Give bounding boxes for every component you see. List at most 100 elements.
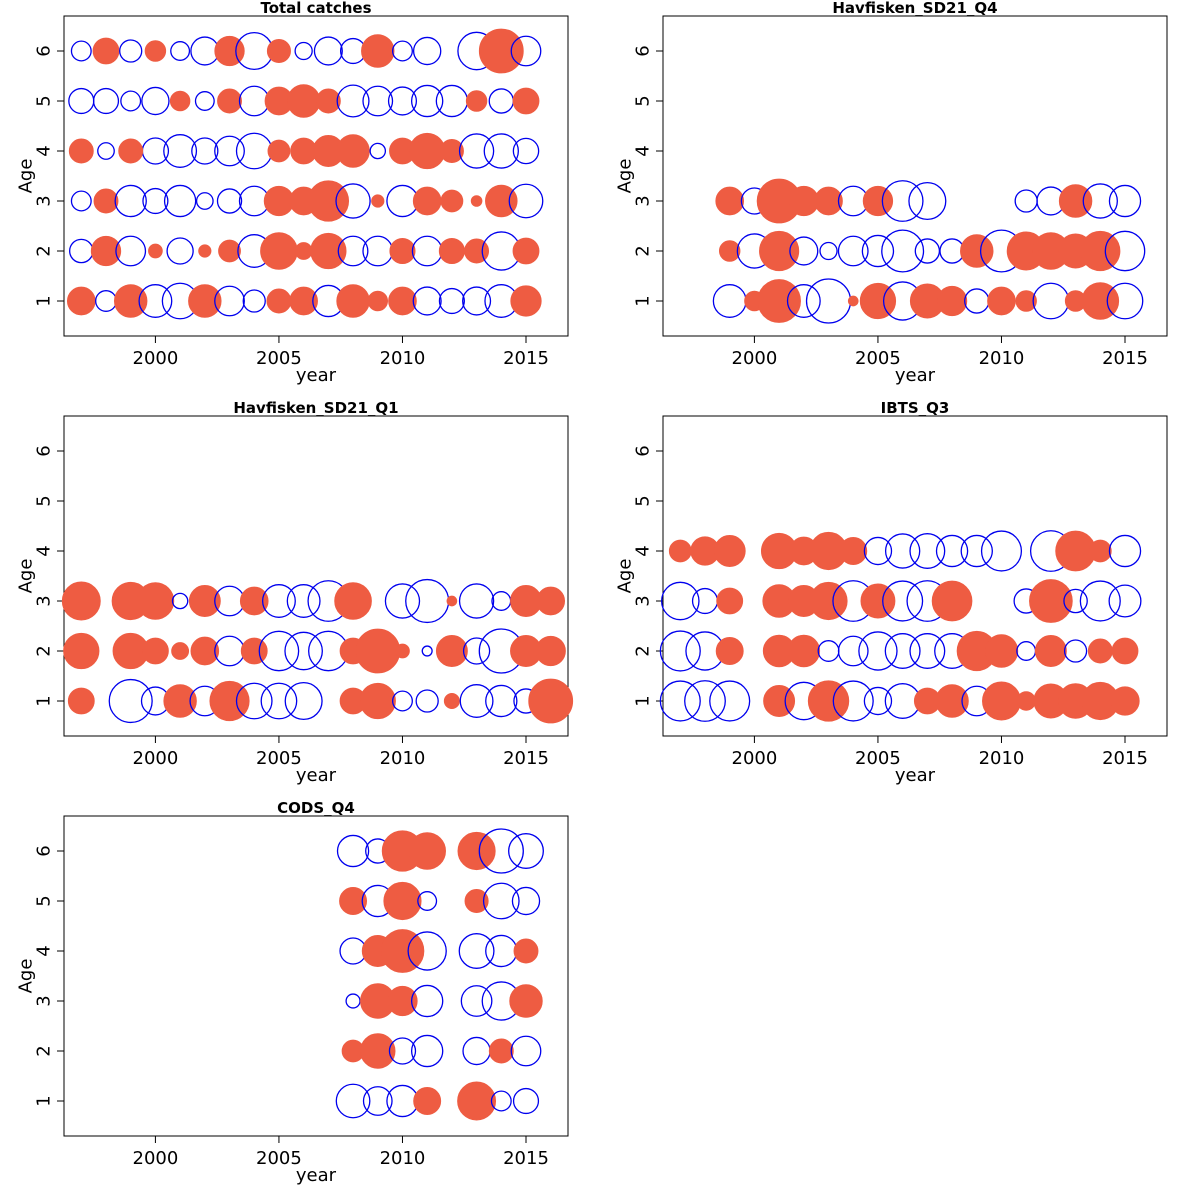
positive-residual-bubble — [294, 242, 313, 260]
x-tick-label: 2010 — [380, 348, 426, 369]
positive-residual-bubble — [334, 582, 372, 620]
y-tick-label: 4 — [34, 145, 55, 156]
plot-frame — [63, 815, 569, 1137]
negative-residual-bubble — [491, 591, 512, 611]
negative-residual-bubble — [335, 1083, 371, 1119]
positive-residual-bubble — [931, 580, 973, 622]
positive-residual-bubble — [438, 237, 465, 265]
positive-residual-bubble — [409, 132, 446, 170]
positive-residual-bubble — [310, 232, 347, 270]
positive-residual-bubble — [807, 680, 850, 722]
y-tick-label: 3 — [34, 195, 55, 206]
y-tick-label: 5 — [34, 895, 55, 906]
positive-residual-bubble — [413, 1087, 442, 1115]
y-tick-label: 1 — [34, 295, 55, 306]
negative-residual-bubble — [411, 235, 443, 267]
positive-residual-bubble — [465, 90, 488, 112]
negative-residual-bubble — [191, 137, 219, 165]
negative-residual-bubble — [412, 286, 442, 316]
positive-residual-bubble — [859, 282, 897, 320]
chart-title: Havfisken_SD21_Q4 — [832, 0, 997, 17]
y-tick-label: 6 — [633, 45, 654, 56]
negative-residual-bubble — [362, 85, 394, 117]
negative-residual-bubble — [114, 184, 147, 218]
positive-residual-bubble — [457, 831, 496, 871]
y-tick-label: 5 — [633, 95, 654, 106]
y-tick-label: 5 — [633, 495, 654, 506]
x-axis-label: year — [895, 765, 936, 786]
positive-residual-bubble — [935, 684, 969, 718]
negative-residual-bubble — [508, 833, 544, 869]
negative-residual-bubble — [884, 533, 921, 569]
y-tick-label: 5 — [34, 95, 55, 106]
negative-residual-bubble — [337, 235, 369, 267]
positive-residual-bubble — [336, 134, 370, 168]
chart-title: CODS_Q4 — [277, 799, 355, 817]
positive-residual-bubble — [412, 186, 442, 216]
y-tick-label: 2 — [633, 245, 654, 256]
negative-residual-bubble — [170, 41, 191, 61]
negative-residual-bubble — [235, 132, 273, 170]
negative-residual-bubble — [483, 133, 519, 169]
y-tick-label: 5 — [34, 495, 55, 506]
negative-residual-bubble — [1016, 641, 1037, 661]
negative-residual-bubble — [260, 682, 298, 720]
negative-residual-bubble — [881, 180, 924, 222]
x-axis-label: year — [895, 365, 936, 386]
negative-residual-bubble — [1106, 282, 1144, 320]
negative-residual-bubble — [1032, 282, 1070, 320]
x-axis-label: year — [296, 765, 337, 786]
positive-residual-bubble — [668, 539, 692, 563]
positive-residual-bubble — [509, 984, 543, 1018]
positive-residual-bubble — [68, 138, 94, 164]
negative-residual-bubble — [488, 88, 514, 114]
negative-residual-bubble — [405, 578, 450, 624]
positive-residual-bubble — [982, 681, 1021, 721]
negative-residual-bubble — [238, 85, 270, 117]
positive-residual-bubble — [987, 286, 1016, 316]
positive-residual-bubble — [148, 243, 163, 259]
negative-residual-bubble — [459, 684, 494, 718]
positive-residual-bubble — [113, 284, 148, 318]
negative-residual-bubble — [485, 934, 518, 968]
positive-residual-bubble — [716, 587, 744, 615]
negative-residual-bubble — [369, 142, 387, 160]
positive-residual-bubble — [169, 90, 191, 112]
negative-residual-bubble — [684, 680, 726, 722]
positive-residual-bubble — [443, 692, 460, 710]
plot-frame — [63, 415, 569, 737]
positive-residual-bubble — [239, 586, 269, 616]
negative-residual-bubble — [832, 680, 874, 722]
negative-residual-bubble — [881, 229, 925, 273]
negative-residual-bubble — [909, 633, 946, 669]
chart-title: Havfisken_SD21_Q1 — [233, 399, 398, 417]
positive-residual-bubble — [387, 985, 418, 1017]
positive-residual-bubble — [1111, 637, 1139, 665]
negative-residual-bubble — [194, 91, 215, 111]
positive-residual-bubble — [435, 635, 468, 667]
negative-residual-bubble — [138, 284, 173, 318]
positive-residual-bubble — [66, 286, 96, 316]
positive-residual-bubble — [1080, 230, 1121, 272]
negative-residual-bubble — [415, 689, 439, 713]
chart-panel-2: Havfisken_SD21_Q4 2000 2005 2010 2015 1 2 3 4 5 6 y… — [615, 0, 1168, 386]
negative-residual-bubble — [335, 183, 371, 219]
positive-residual-bubble — [535, 635, 566, 667]
negative-residual-bubble — [410, 1034, 444, 1068]
negative-residual-bubble — [482, 882, 520, 920]
positive-residual-bubble — [464, 238, 490, 264]
negative-residual-bubble — [214, 135, 245, 167]
chart-title: IBTS_Q3 — [881, 399, 950, 417]
positive-residual-bubble — [118, 138, 144, 164]
x-tick-label: 2005 — [855, 748, 901, 769]
y-tick-label: 4 — [633, 545, 654, 556]
negative-residual-bubble — [837, 635, 869, 667]
positive-residual-bubble — [488, 1038, 514, 1064]
positive-residual-bubble — [144, 40, 167, 62]
negative-residual-bubble — [462, 637, 491, 665]
positive-residual-bubble — [240, 637, 268, 665]
negative-residual-bubble — [171, 592, 189, 610]
x-tick-label: 2000 — [732, 748, 778, 769]
chart-panel-4: IBTS_Q3 2000 2005 2010 2015 1 2 3 4 5 6 year Age — [615, 399, 1168, 786]
positive-residual-bubble — [61, 581, 101, 621]
